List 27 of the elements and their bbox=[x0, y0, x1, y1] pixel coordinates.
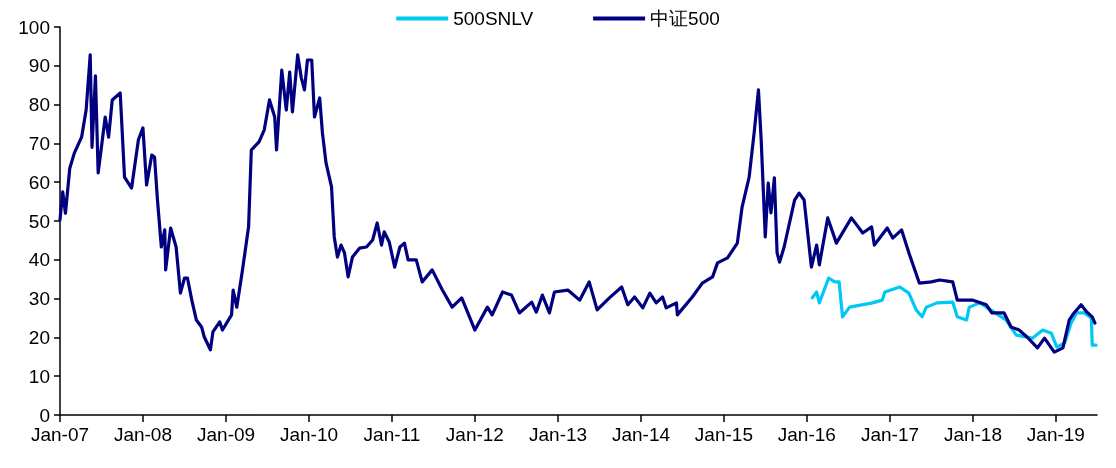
x-tick-label: Jan-07 bbox=[30, 424, 90, 445]
x-tick-label: Jan-11 bbox=[363, 424, 421, 445]
legend-label: 中证500 bbox=[650, 8, 720, 29]
y-tick-label: 40 bbox=[28, 249, 50, 271]
x-tick-label: Jan-12 bbox=[445, 424, 504, 445]
x-tick-label: Jan-10 bbox=[279, 424, 339, 445]
x-tick-label: Jan-13 bbox=[529, 424, 588, 445]
x-tick-label: Jan-17 bbox=[860, 424, 920, 445]
y-tick-label: 80 bbox=[28, 94, 50, 116]
x-tick-label: Jan-09 bbox=[197, 424, 256, 445]
y-tick-label: 90 bbox=[28, 55, 50, 77]
x-tick-label: Jan-08 bbox=[113, 424, 172, 445]
y-tick-label: 70 bbox=[28, 132, 50, 154]
y-tick-label: 10 bbox=[28, 365, 50, 387]
y-tick-label: 60 bbox=[28, 171, 50, 193]
x-tick-label: Jan-16 bbox=[777, 424, 836, 445]
x-tick-label: Jan-18 bbox=[943, 424, 1002, 445]
y-tick-label: 50 bbox=[28, 210, 50, 232]
y-tick-label: 0 bbox=[39, 404, 50, 426]
x-tick-label: Jan-15 bbox=[694, 424, 753, 445]
line-series bbox=[58, 53, 1097, 354]
y-tick-label: 30 bbox=[28, 288, 50, 310]
x-tick-label: Jan-19 bbox=[1026, 424, 1085, 445]
legend-label: 500SNLV bbox=[453, 8, 534, 29]
y-tick-label: 20 bbox=[28, 326, 50, 348]
x-tick-label: Jan-14 bbox=[611, 424, 671, 445]
y-tick-label: 100 bbox=[18, 16, 50, 38]
